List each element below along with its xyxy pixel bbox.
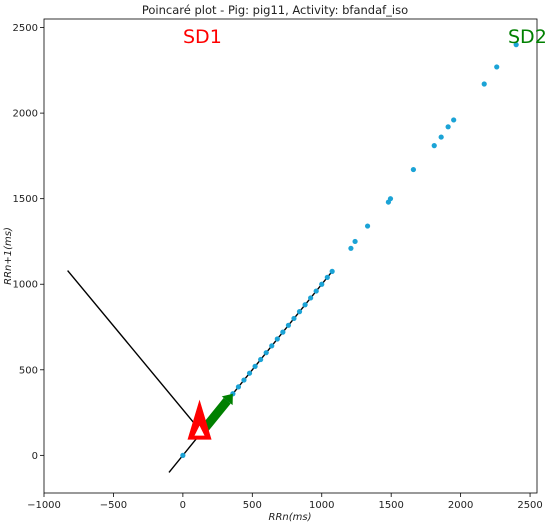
data-point: [269, 343, 275, 349]
data-point: [274, 336, 280, 342]
data-point: [481, 81, 487, 87]
sd1-arrow-head: [187, 399, 212, 440]
y-axis-label: RRn+1(ms): [3, 227, 14, 285]
data-point: [319, 281, 325, 287]
data-point: [180, 452, 186, 458]
y-tick-label: 2500: [13, 23, 38, 34]
data-point: [296, 309, 303, 315]
data-point: [451, 117, 457, 123]
sd1-axis-line: [67, 270, 201, 431]
data-point: [246, 370, 253, 376]
data-point: [291, 315, 297, 322]
data-point: [258, 356, 264, 363]
plot-frame: [43, 18, 538, 494]
data-point: [410, 166, 417, 173]
chart-title: Poincaré plot - Pig: pig11, Activity: bf…: [142, 3, 408, 17]
sd2-arrow-head: [221, 393, 233, 406]
data-point: [235, 384, 242, 390]
y-tick-label: 0: [32, 451, 38, 462]
sd2-label: SD2: [508, 26, 547, 48]
data-point: [431, 143, 437, 149]
x-tick-label: 1500: [378, 500, 403, 511]
data-point: [387, 196, 394, 202]
x-tick-label: 500: [243, 500, 262, 511]
data-point: [313, 288, 319, 294]
x-tick-label: 1000: [309, 500, 334, 511]
x-axis-label: RRn(ms): [269, 512, 312, 523]
sd1-label: SD1: [183, 26, 222, 48]
x-tick-label: −500: [100, 500, 127, 511]
x-tick-label: 2000: [448, 500, 473, 511]
data-point: [494, 64, 500, 70]
data-point: [324, 274, 330, 280]
data-point: [348, 245, 354, 251]
axis-ticks: −1000 −500 0 500 1000 1500 2000 2500 0 500 1000 150…: [13, 23, 543, 511]
sd2-arrow-shaft: [200, 397, 231, 433]
x-tick-label: 2500: [517, 500, 542, 511]
data-point: [302, 302, 308, 308]
plot-area: [67, 42, 519, 473]
data-point: [445, 124, 451, 130]
data-point: [263, 350, 269, 356]
data-point: [241, 377, 247, 383]
data-point: [280, 329, 286, 335]
data-point: [329, 268, 335, 275]
data-point: [252, 363, 258, 369]
data-point: [308, 295, 314, 301]
y-tick-label: 1500: [13, 194, 38, 205]
x-tick-label: 0: [180, 500, 186, 511]
sd1-arrow-inner: [194, 425, 205, 436]
data-point: [352, 238, 358, 245]
data-point: [513, 42, 519, 48]
data-point: [285, 322, 292, 328]
y-tick-label: 500: [19, 365, 38, 376]
data-point: [438, 134, 444, 140]
y-tick-label: 2000: [13, 109, 38, 120]
x-tick-label: −1000: [27, 500, 61, 511]
y-tick-label: 1000: [13, 280, 38, 291]
data-point: [364, 223, 371, 229]
